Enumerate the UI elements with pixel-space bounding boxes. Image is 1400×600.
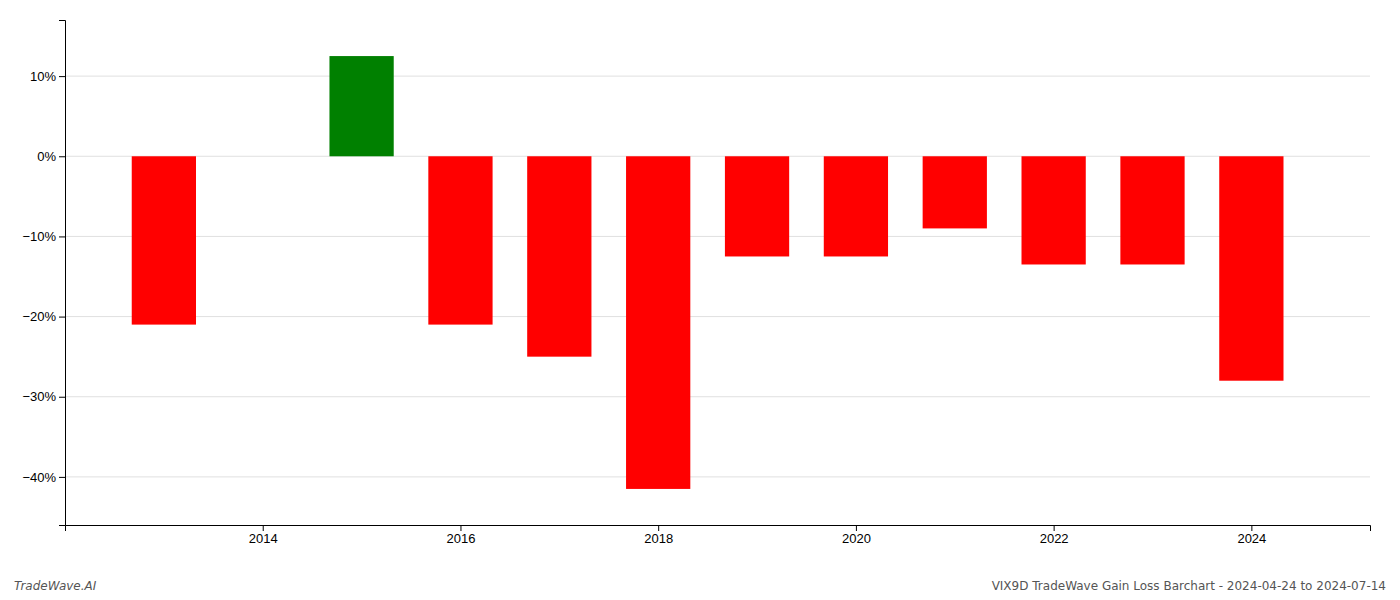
tick-mark — [59, 397, 65, 398]
tick-label: 2014 — [249, 531, 278, 546]
tick-label: 2022 — [1040, 531, 1069, 546]
tick-mark — [59, 236, 65, 237]
tick-mark — [263, 525, 264, 531]
tick-mark — [59, 76, 65, 77]
footer-right: VIX9D TradeWave Gain Loss Barchart - 202… — [992, 579, 1386, 593]
tick: 2018 — [644, 525, 673, 546]
tick-mark — [1251, 525, 1252, 531]
bar — [527, 156, 591, 356]
tick-label: 10% — [30, 69, 56, 84]
axis-line — [66, 526, 1371, 532]
bar — [132, 156, 196, 324]
tick-mark — [1054, 525, 1055, 531]
grid-line — [65, 316, 1370, 317]
tick: 0% — [37, 149, 65, 164]
bar — [725, 156, 789, 256]
grid — [65, 76, 1370, 477]
chart: 10% 0% −10% −20% −30% −40% 2014 2016 2018 2020 202… — [0, 0, 1400, 600]
tick: −10% — [22, 229, 65, 244]
tick: −40% — [22, 470, 65, 485]
tick-label: 2024 — [1237, 531, 1266, 546]
tick: 2020 — [842, 525, 871, 546]
grid-line — [65, 396, 1370, 397]
tick-mark — [59, 156, 65, 157]
tick-mark — [658, 525, 659, 531]
bar — [329, 56, 393, 156]
tick-mark — [59, 477, 65, 478]
y-axis: 10% 0% −10% −20% −30% −40% — [22, 21, 65, 526]
grid-line — [65, 76, 1370, 77]
tick-label: −40% — [22, 470, 56, 485]
tick-label: 2016 — [446, 531, 475, 546]
bar — [1219, 156, 1283, 380]
tick-label: 2018 — [644, 531, 673, 546]
tick-mark — [460, 525, 461, 531]
tick-label: −10% — [22, 229, 56, 244]
tick: 2022 — [1040, 525, 1069, 546]
tick: 2024 — [1237, 525, 1266, 546]
footer: TradeWave.AI VIX9D TradeWave Gain Loss Ba… — [14, 579, 1386, 593]
tick: 2016 — [446, 525, 475, 546]
tick: −30% — [22, 389, 65, 404]
tick-label: −30% — [22, 389, 56, 404]
bar — [824, 156, 888, 256]
x-axis: 2014 2016 2018 2020 2022 2024 — [66, 525, 1371, 546]
bar — [1120, 156, 1184, 264]
bar — [1022, 156, 1086, 264]
tick-label: 0% — [37, 149, 56, 164]
tick-label: −20% — [22, 309, 56, 324]
bar — [428, 156, 492, 324]
footer-left: TradeWave.AI — [14, 579, 97, 593]
axis-line — [59, 21, 66, 526]
tick: −20% — [22, 309, 65, 324]
tick: 2014 — [249, 525, 278, 546]
tick-mark — [856, 525, 857, 531]
tick: 10% — [30, 69, 65, 84]
tick-mark — [59, 317, 65, 318]
grid-line — [65, 476, 1370, 477]
bar — [626, 156, 690, 489]
tick-label: 2020 — [842, 531, 871, 546]
bars — [132, 56, 1284, 489]
bar — [923, 156, 987, 228]
